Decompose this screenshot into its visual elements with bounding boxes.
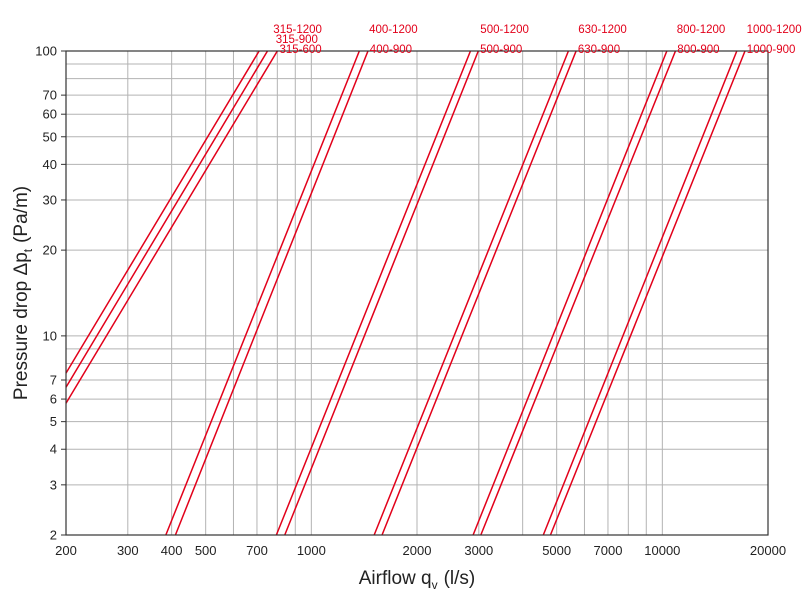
- y-axis-ticks: 2 3 4 5 6 7 10 20 30 40 50 60 70 100: [35, 44, 66, 543]
- x-tick-label: 1000: [297, 543, 326, 558]
- series-label-800-1200: 800-1200: [677, 24, 726, 36]
- plot-frame: [65, 50, 769, 536]
- x-tick-label: 5000: [542, 543, 571, 558]
- series-label-400-1200: 400-1200: [369, 24, 418, 36]
- x-tick-label: 200: [55, 543, 77, 558]
- series-label-400-900: 400-900: [370, 44, 412, 56]
- series-label-315-600: 315-600: [280, 44, 322, 56]
- series-label-500-900: 500-900: [480, 44, 522, 56]
- series-label-1000-1200: 1000-1200: [747, 24, 802, 36]
- y-tick-label: 6: [50, 392, 57, 407]
- series-label-315-1200: 315-1200: [273, 24, 322, 36]
- series-line-500-900: [284, 50, 479, 536]
- y-tick-label: 30: [43, 192, 57, 207]
- y-axis-label-main: Pressure drop Δp: [11, 252, 32, 400]
- series-label-315-900: 315-900: [276, 34, 318, 46]
- series-line-630-900: [381, 50, 577, 536]
- series-label-630-900: 630-900: [578, 44, 620, 56]
- x-axis-ticks: 200 300 400 500 700 1000 2000 3000 5000 7000 10000…: [55, 543, 786, 558]
- y-tick-label: 100: [35, 44, 57, 59]
- x-tick-label: 300: [117, 543, 139, 558]
- y-tick-label: 3: [50, 477, 57, 492]
- series-label-800-900: 800-900: [677, 44, 719, 56]
- y-tick-label: 10: [43, 328, 57, 343]
- series-label-500-1200: 500-1200: [480, 24, 529, 36]
- x-axis-label-unit: (l/s): [444, 568, 476, 589]
- x-tick-label: 3000: [464, 543, 493, 558]
- y-tick-label: 5: [50, 414, 57, 429]
- x-tick-label: 400: [161, 543, 183, 558]
- x-tick-label: 700: [246, 543, 268, 558]
- series-line-400-1200: [165, 50, 361, 536]
- x-tick-label: 500: [195, 543, 217, 558]
- x-tick-label: 2000: [403, 543, 432, 558]
- y-axis-label: Pressure drop Δpt (Pa/m): [11, 186, 35, 400]
- x-tick-label: 10000: [644, 543, 680, 558]
- series-line-1000-900: [549, 50, 746, 536]
- grid: [66, 51, 768, 535]
- series-lines: [65, 50, 746, 536]
- y-tick-label: 7: [50, 373, 57, 388]
- series-line-315-600: [65, 50, 278, 404]
- series-line-315-1200: [65, 50, 260, 374]
- y-axis-label-subscript: t: [21, 248, 35, 252]
- series-label-630-1200: 630-1200: [578, 24, 627, 36]
- y-tick-label: 40: [43, 157, 57, 172]
- x-axis-label: Airflow qv (l/s): [359, 568, 476, 591]
- y-axis-label-unit: (Pa/m): [11, 186, 32, 243]
- series-line-400-900: [174, 50, 369, 536]
- series-line-630-1200: [373, 50, 570, 536]
- x-axis-label-main: Airflow q: [359, 568, 432, 589]
- series-line-315-900: [65, 50, 269, 388]
- y-tick-label: 70: [43, 88, 57, 103]
- series-label-1000-900: 1000-900: [747, 44, 796, 56]
- x-tick-label: 7000: [594, 543, 623, 558]
- y-tick-label: 60: [43, 107, 57, 122]
- y-tick-label: 20: [43, 243, 57, 258]
- x-tick-label: 20000: [750, 543, 786, 558]
- y-tick-label: 50: [43, 129, 57, 144]
- series-line-500-1200: [275, 50, 472, 536]
- y-tick-label: 4: [50, 442, 57, 457]
- series-line-1000-1200: [542, 50, 738, 536]
- series-line-800-900: [480, 50, 677, 536]
- series-line-800-1200: [472, 50, 668, 536]
- x-axis-label-subscript: v: [432, 578, 438, 591]
- y-tick-label: 2: [50, 528, 57, 543]
